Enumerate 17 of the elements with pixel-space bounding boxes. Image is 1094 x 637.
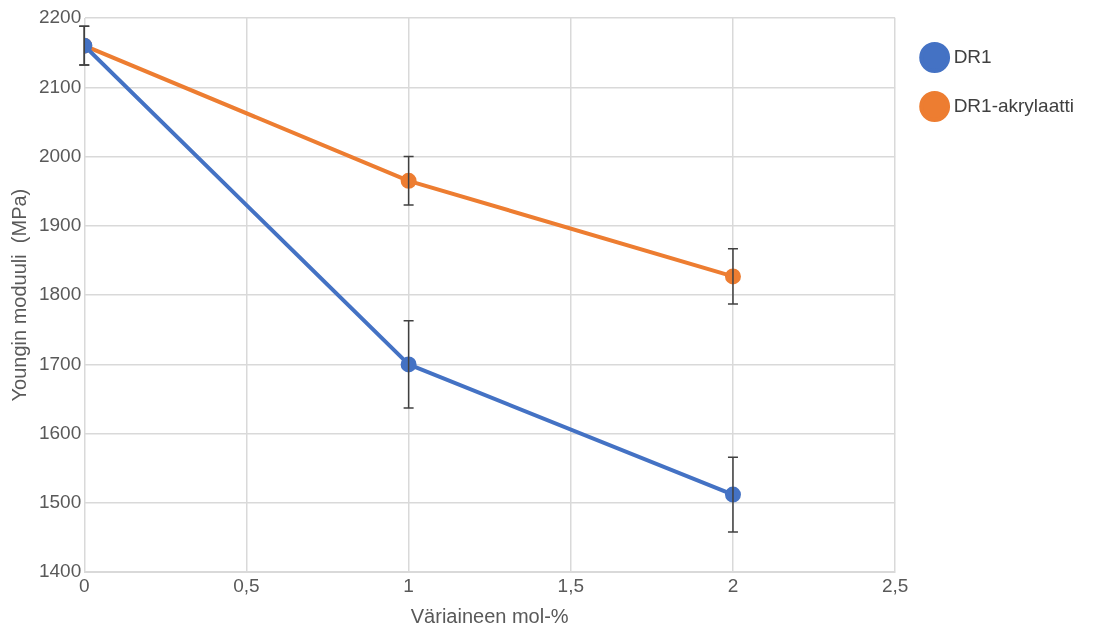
y-tick-label: 2200 [38, 6, 82, 28]
legend-label: DR1-akrylaatti [953, 94, 1075, 116]
x-tick-label: 2,5 [881, 574, 909, 596]
y-tick-label: 1700 [38, 352, 82, 374]
y-tick-label: 1900 [38, 214, 82, 236]
x-tick-label: 0,5 [233, 574, 260, 596]
x-axis-title: Väriaineen mol-% [410, 604, 569, 627]
x-tick-label: 1,5 [557, 574, 584, 596]
x-tick-label: 2 [727, 574, 739, 596]
x-tick-label: 1 [403, 574, 414, 596]
y-tick-label: 1500 [38, 491, 82, 513]
y-tick-label: 1800 [38, 283, 82, 305]
y-tick-label: 2000 [38, 144, 82, 166]
y-tick-label: 2100 [38, 75, 82, 97]
y-tick-label: 1600 [38, 421, 82, 443]
legend-label: DR1 [953, 45, 992, 67]
y-axis-title: Youngin moduuli (MPa) [7, 188, 30, 402]
